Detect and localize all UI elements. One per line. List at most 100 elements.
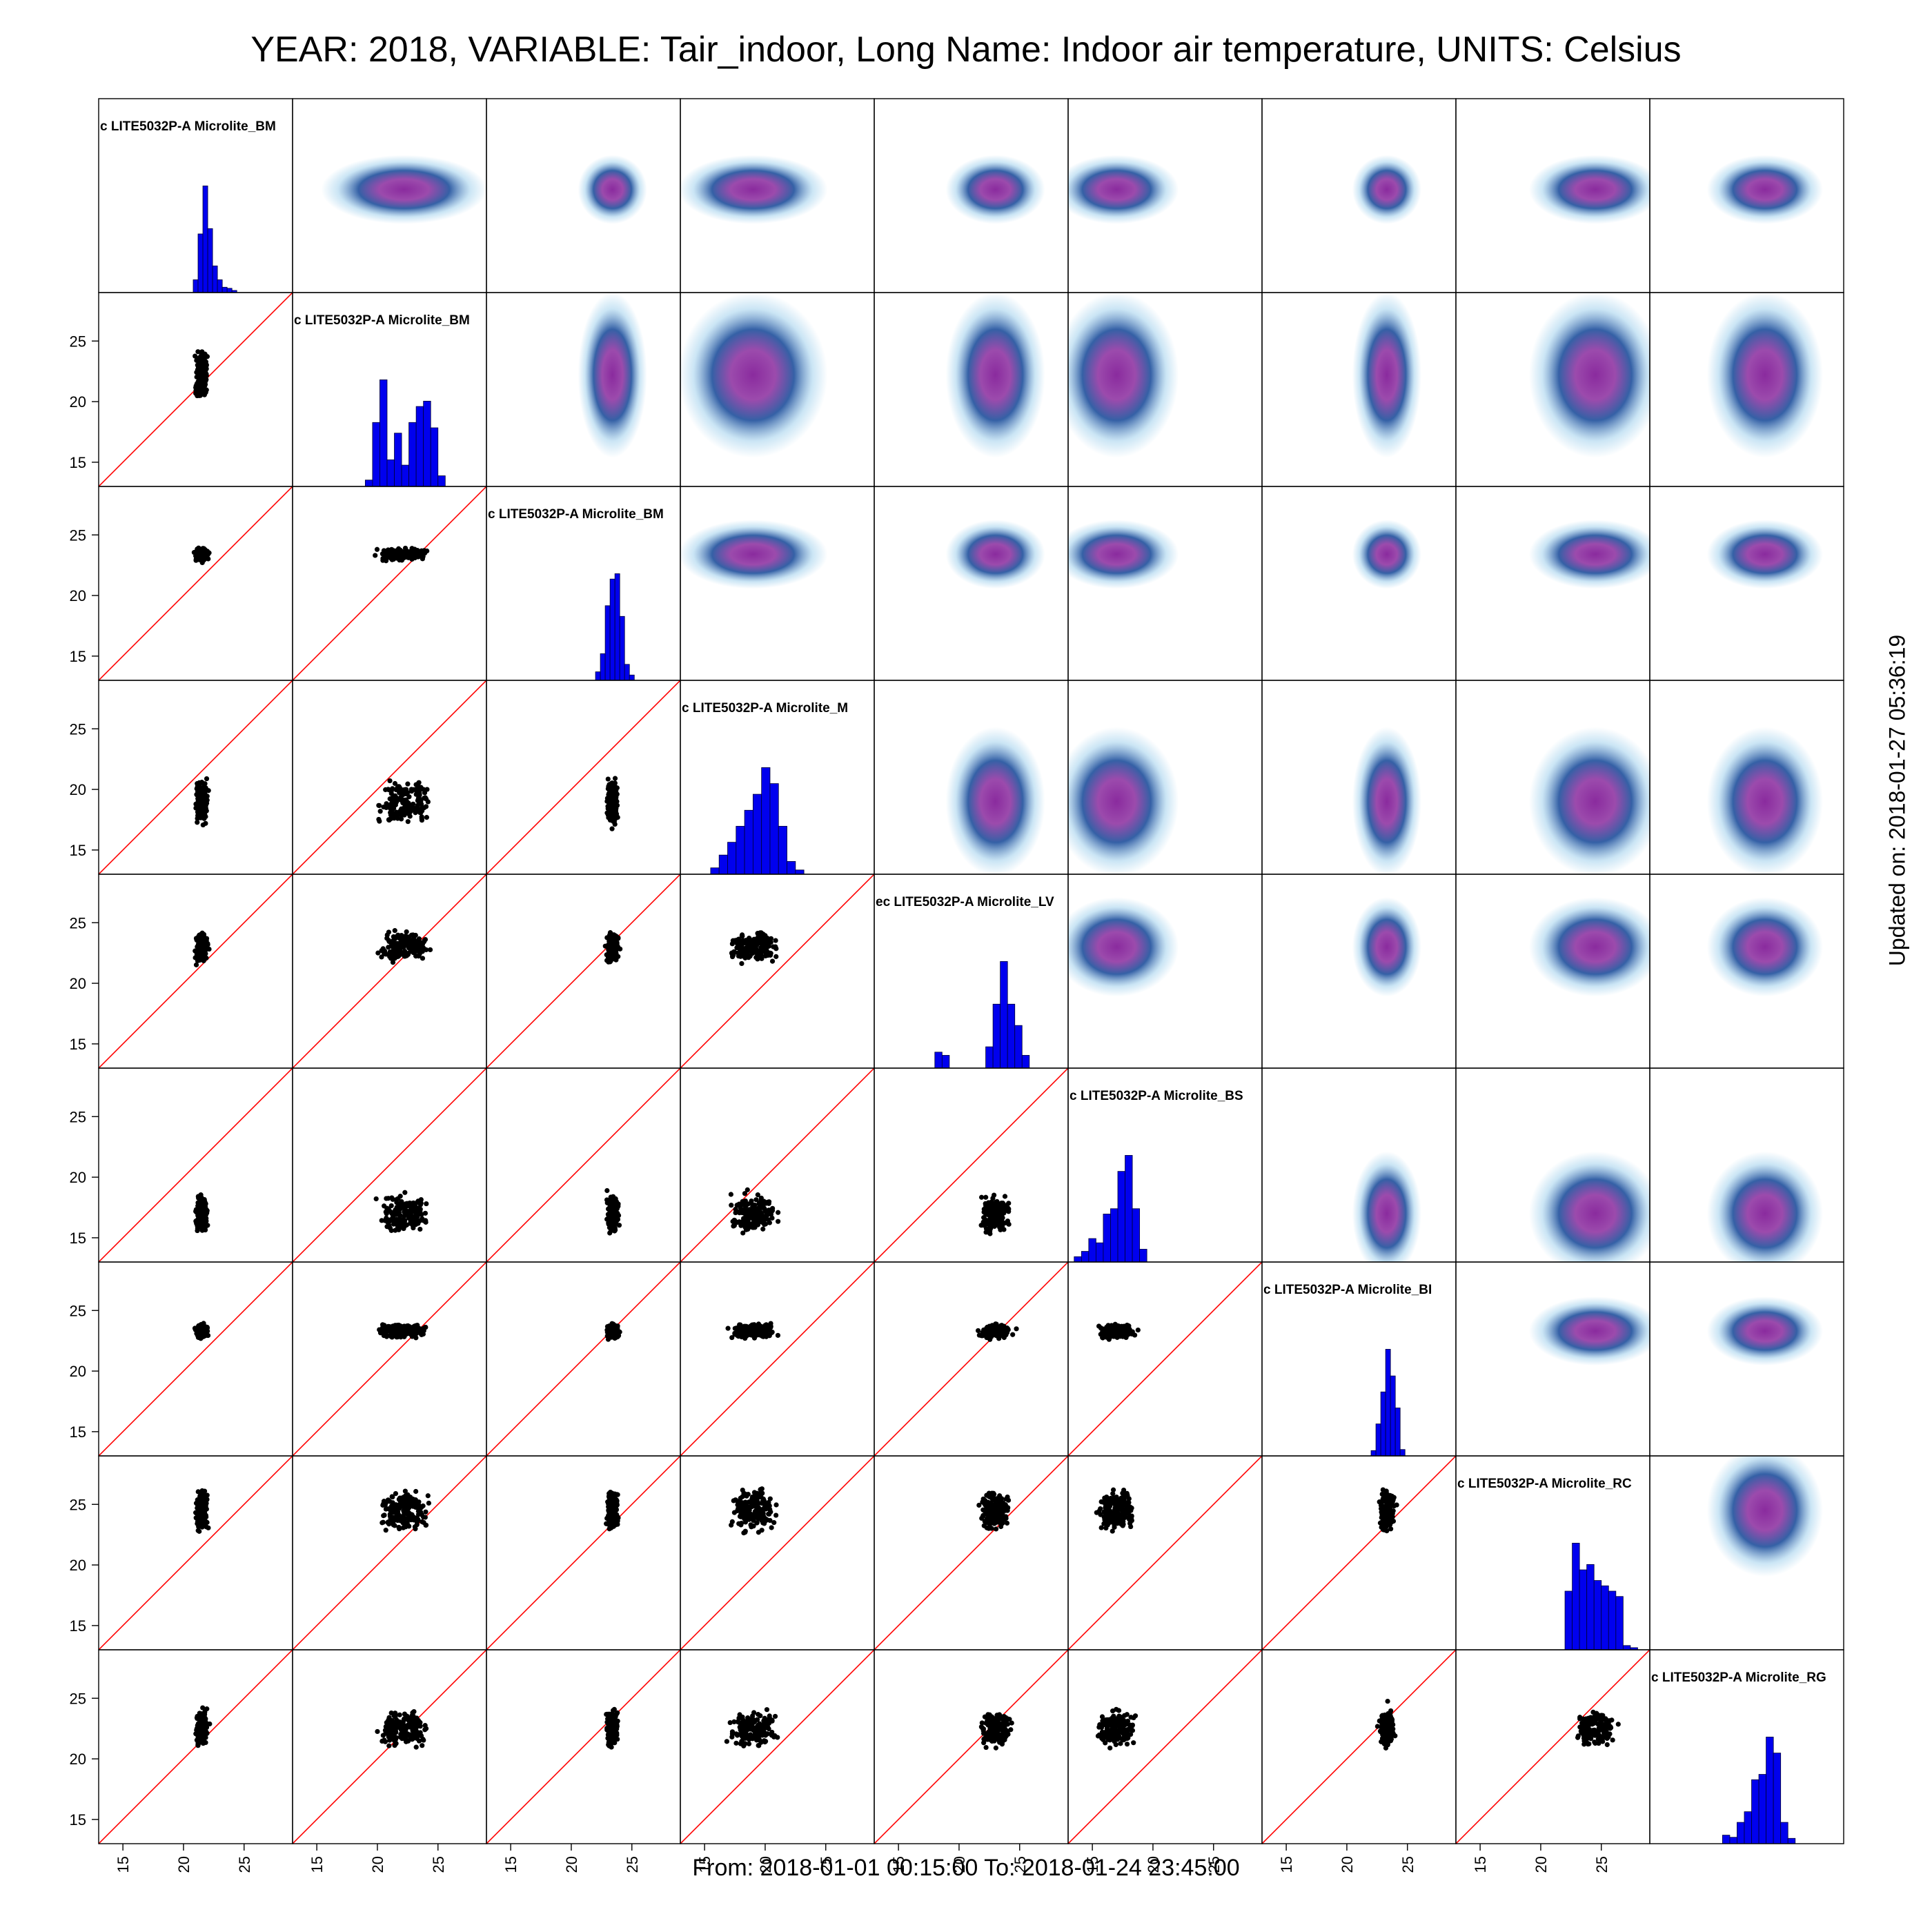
identity-line <box>486 1262 680 1456</box>
panel-0-0: c LITE5032P-A Microlite_BM <box>100 119 276 293</box>
scatter-point <box>373 1196 379 1202</box>
scatter-point <box>767 1220 772 1225</box>
panel-5-6 <box>1352 1151 1421 1262</box>
scatter-point <box>765 938 770 943</box>
histogram-bar <box>795 869 805 874</box>
scatter-point <box>397 1222 402 1228</box>
scatter-point <box>769 1208 776 1213</box>
scatter-point <box>401 1225 406 1232</box>
density-blob <box>1706 897 1823 997</box>
scatter-point <box>998 1496 1005 1501</box>
scatter-point <box>411 945 417 950</box>
scatter-point <box>415 803 420 809</box>
scatter-point <box>1004 1330 1010 1335</box>
density-blob <box>321 155 486 224</box>
scatter-point <box>1004 1520 1010 1526</box>
scatter-point <box>769 1215 775 1221</box>
scatter-point <box>729 1522 734 1528</box>
scatter-point <box>1104 1503 1110 1508</box>
scatter-point <box>989 1510 996 1515</box>
scatter-point <box>733 1325 739 1331</box>
scatter-point <box>751 1205 756 1212</box>
scatter-point <box>415 1512 422 1517</box>
scatter-point <box>1108 1510 1114 1515</box>
scatter-point <box>1120 1510 1126 1515</box>
panel-4-8 <box>1706 897 1823 997</box>
scatter-point <box>760 1219 765 1225</box>
scatter-point <box>742 1499 748 1505</box>
density-blob <box>1706 1151 1823 1262</box>
histogram-bar <box>710 867 720 874</box>
scatter-point <box>402 1190 408 1195</box>
panel-0-8 <box>1706 155 1823 224</box>
panel-5-8 <box>1706 1151 1823 1262</box>
histogram-bar <box>769 783 779 874</box>
scatter-point <box>384 1196 389 1201</box>
scatter-point <box>609 1495 614 1501</box>
histogram-bar <box>595 671 601 680</box>
scatter-point <box>197 1524 203 1529</box>
scatter-point <box>765 1210 771 1216</box>
panel-3-2 <box>486 680 680 874</box>
scatter-point <box>739 939 745 945</box>
histogram-bar <box>787 861 796 874</box>
scatter-point <box>986 1526 992 1531</box>
scatter-point <box>758 1494 764 1499</box>
scatter-point <box>605 786 611 791</box>
scatter-point <box>422 795 428 800</box>
panel-1-4 <box>945 293 1045 458</box>
scatter-point <box>413 1526 418 1532</box>
scatter-point <box>612 784 618 789</box>
histogram-bar <box>1014 1025 1023 1068</box>
scatter-point <box>408 1512 414 1517</box>
variable-label: c LITE5032P-A Microlite_BM <box>294 313 470 328</box>
scatter-point <box>1114 1494 1119 1500</box>
scatter-point <box>397 1498 403 1504</box>
identity-line <box>680 874 874 1068</box>
scatter-point <box>1098 1512 1103 1517</box>
scatter-point <box>1108 1499 1114 1504</box>
panel-0-1 <box>321 155 486 224</box>
panel-3-1 <box>293 680 486 874</box>
histogram-bar <box>379 379 388 486</box>
scatter-point <box>400 1203 405 1209</box>
scatter-point <box>424 1201 429 1207</box>
scatter-point <box>417 1226 423 1232</box>
scatter-point <box>203 1512 208 1518</box>
identity-line <box>293 1456 486 1650</box>
scatter-point <box>375 950 381 956</box>
scatter-point <box>1000 1499 1005 1506</box>
identity-line <box>99 486 293 680</box>
panel-0-6 <box>1352 155 1421 224</box>
histogram-bar <box>761 767 771 874</box>
density-blob <box>1352 293 1421 458</box>
panel-1-2 <box>578 293 647 458</box>
panel-6-7 <box>1528 1297 1650 1366</box>
scatter-point <box>992 1521 997 1526</box>
scatter-point <box>195 951 201 956</box>
scatter-point <box>1100 1329 1105 1334</box>
histogram-bar <box>1370 1450 1377 1456</box>
scatter-point <box>413 949 418 954</box>
scatter-point <box>394 555 400 560</box>
histogram-bar <box>437 475 446 486</box>
scatter-point <box>399 1333 404 1339</box>
histogram-bar <box>430 427 439 486</box>
scatter-point <box>613 791 619 797</box>
scatter-point <box>732 949 738 955</box>
scatter-point <box>384 936 390 941</box>
scatter-point <box>745 1187 750 1192</box>
scatter-point <box>755 1192 760 1198</box>
panel-4-5 <box>1068 897 1179 997</box>
scatter-point <box>980 1499 985 1505</box>
scatter-point <box>743 1332 749 1337</box>
density-blob <box>1528 897 1650 997</box>
scatter-point <box>760 1513 766 1519</box>
scatter-point <box>415 1505 421 1510</box>
scatter-point <box>395 1502 401 1508</box>
scatter-point <box>613 1507 618 1513</box>
scatter-point <box>387 954 393 959</box>
scatter-point <box>740 1230 746 1236</box>
scatter-point <box>744 1493 749 1499</box>
scatter-point <box>750 1515 756 1521</box>
